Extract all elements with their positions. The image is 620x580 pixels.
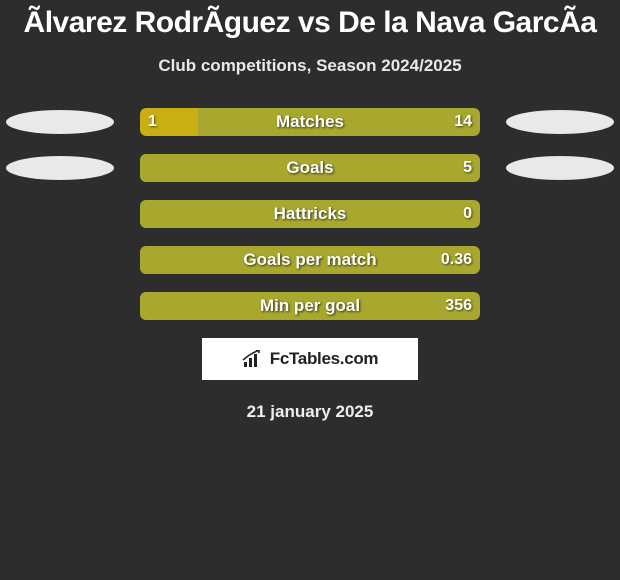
stat-row: 356Min per goal [0,292,620,320]
stat-row: 0Hattricks [0,200,620,228]
logo-text: FcTables.com [270,349,379,369]
bar-chart-icon [242,350,264,368]
player-indicator-left [6,156,114,180]
footer-date: 21 january 2025 [0,402,620,422]
player-indicator-left [6,110,114,134]
stat-row: 0.36Goals per match [0,246,620,274]
page-subtitle: Club competitions, Season 2024/2025 [0,56,620,76]
player-indicator-right [506,156,614,180]
stat-label: Min per goal [140,292,480,320]
player-indicator-right [506,110,614,134]
logo-box: FcTables.com [202,338,418,380]
stat-label: Goals [140,154,480,182]
stat-rows: 114Matches 5Goals 0Hattricks 0.36Goals per … [0,108,620,320]
stat-row: 114Matches [0,108,620,136]
stat-label: Matches [140,108,480,136]
stat-label: Goals per match [140,246,480,274]
stat-row: 5Goals [0,154,620,182]
page-title: Ãlvarez RodrÃ­guez vs De la Nava GarcÃ­a [0,0,620,40]
comparison-widget: Ãlvarez RodrÃ­guez vs De la Nava GarcÃ­a… [0,0,620,422]
stat-label: Hattricks [140,200,480,228]
